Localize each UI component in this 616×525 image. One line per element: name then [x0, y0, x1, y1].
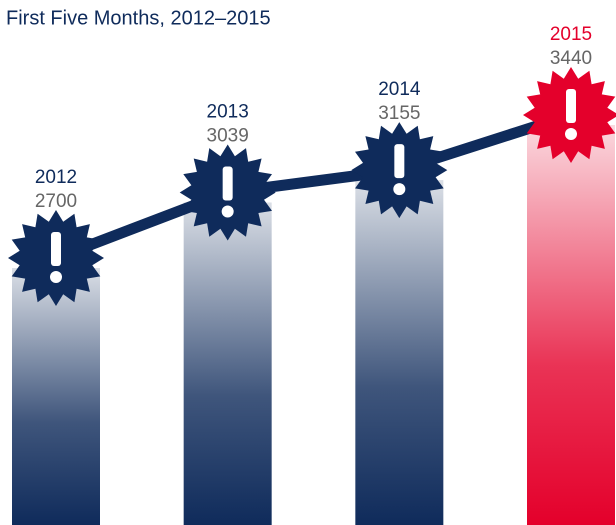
trend-line [54, 109, 573, 264]
badge-dot [393, 183, 406, 196]
value-label: 3440 [550, 48, 592, 69]
badge-exclamation [222, 166, 233, 201]
value-label: 3155 [378, 103, 420, 124]
year-label: 2013 [207, 102, 249, 123]
bar [527, 125, 615, 525]
alert-badge [179, 144, 276, 241]
badge-dot [565, 128, 577, 140]
chart-title: First Five Months, 2012–2015 [6, 7, 271, 29]
value-label: 2700 [35, 191, 77, 212]
badge-exclamation [394, 144, 405, 179]
year-label: 2015 [550, 24, 592, 45]
year-label: 2014 [378, 79, 421, 100]
badge-dot [50, 271, 62, 283]
alert-badge [351, 122, 448, 219]
alert-badge [8, 210, 104, 306]
alert-badge [523, 67, 616, 163]
badge-exclamation [566, 89, 576, 123]
badge-exclamation [51, 232, 61, 266]
value-label: 3039 [207, 126, 249, 147]
year-label: 2012 [35, 167, 77, 188]
badge-dot [221, 205, 234, 218]
bar [355, 180, 444, 525]
bar [12, 268, 100, 525]
bar [183, 202, 272, 525]
